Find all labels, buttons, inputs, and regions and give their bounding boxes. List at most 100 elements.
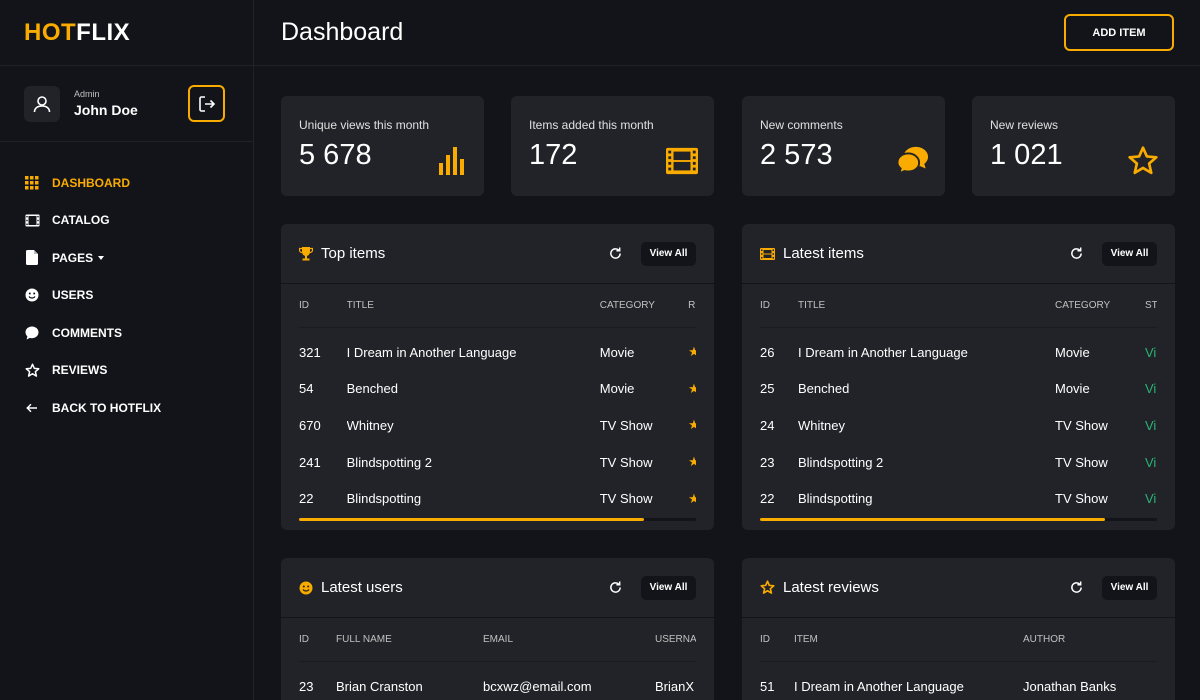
- refresh-icon[interactable]: [1066, 578, 1086, 598]
- film-icon: [24, 212, 40, 228]
- user-card: Admin John Doe: [0, 66, 253, 142]
- stat-card-reviews: New reviews 1 021: [972, 96, 1175, 196]
- panel-latest-items: Latest items View All ID TITLE CATEGORY …: [742, 224, 1175, 530]
- panel-latest-users: Latest users View All ID FULL NAME EMAIL…: [281, 558, 714, 700]
- table-cell: 26: [760, 344, 775, 360]
- trophy-icon: [299, 246, 313, 260]
- star-icon: [760, 580, 775, 594]
- panel-title: Top items: [321, 245, 386, 262]
- latest-users-table: ID FULL NAME EMAIL USERNAI 23 Brian Crans…: [281, 618, 714, 700]
- table-cell: ★: [688, 490, 696, 506]
- table-cell: Movie: [1055, 381, 1090, 397]
- header: Dashboard ADD ITEM: [254, 0, 1200, 66]
- table-cell: 321: [299, 344, 321, 360]
- comments-icon: [897, 146, 929, 176]
- table-cell: Vi: [1145, 381, 1157, 397]
- table-row[interactable]: 321 I Dream in Another Language Movie ★: [299, 334, 696, 371]
- sidebar-item-pages[interactable]: PAGES: [0, 239, 253, 277]
- film-strip-icon: [666, 146, 698, 176]
- table-cell: Brian Cranston: [336, 678, 423, 694]
- table-cell: Movie: [599, 381, 635, 397]
- table-row[interactable]: 51 I Dream in Another Language Jonathan Ba…: [760, 668, 1157, 700]
- panel-title: Latest reviews: [783, 579, 879, 596]
- logo[interactable]: HOT FLIX: [0, 0, 253, 66]
- table-cell: 54: [299, 381, 314, 397]
- stat-card-comments: New comments 2 573: [742, 96, 945, 196]
- panel-title: Latest users: [321, 579, 403, 596]
- sidebar-item-dashboard[interactable]: DASHBOARD: [0, 164, 253, 202]
- table-row[interactable]: 241 Blindspotting 2 TV Show ★: [299, 444, 696, 481]
- table-row[interactable]: 23 Brian Cranston bcxwz@email.com BrianX: [299, 668, 696, 700]
- table-cell: Blindspotting 2: [346, 454, 432, 470]
- arrow-left-icon: [24, 400, 40, 416]
- table-header: ID TITLE CATEGORY R: [299, 284, 696, 328]
- table-cell: Vi: [1145, 417, 1157, 433]
- table-cell: 51: [760, 678, 775, 694]
- table-row[interactable]: 22 Blindspotting TV Show Vi: [760, 480, 1157, 517]
- film-icon: [760, 247, 775, 260]
- table-cell: TV Show: [599, 454, 653, 470]
- avatar: [24, 85, 60, 122]
- table-row[interactable]: 25 Benched Movie Vi: [760, 371, 1157, 408]
- table-row[interactable]: 24 Whitney TV Show Vi: [760, 407, 1157, 444]
- table-cell: 241: [299, 454, 321, 470]
- panel-title: Latest items: [783, 245, 864, 262]
- scrollbar-thumb[interactable]: [299, 518, 645, 521]
- sidebar-item-back[interactable]: BACK TO HOTFLIX: [0, 389, 253, 427]
- sidebar-nav: DASHBOARD CATALOG PAGES USERS COMMENTS: [0, 142, 253, 427]
- table-cell: Vi: [1145, 491, 1157, 507]
- sidebar-item-comments[interactable]: COMMENTS: [0, 314, 253, 352]
- table-cell: TV Show: [1055, 454, 1108, 470]
- refresh-icon[interactable]: [1066, 244, 1086, 264]
- table-row[interactable]: 22 Blindspotting TV Show ★: [299, 480, 696, 517]
- refresh-icon[interactable]: [605, 244, 625, 264]
- table-cell: TV Show: [599, 491, 653, 507]
- view-all-button[interactable]: View All: [1102, 575, 1157, 600]
- panel-latest-reviews: Latest reviews View All ID ITEM AUTHOR 5…: [742, 558, 1175, 700]
- horizontal-scrollbar[interactable]: [299, 518, 696, 521]
- horizontal-scrollbar[interactable]: [760, 518, 1157, 521]
- bar-chart-icon: [436, 146, 468, 176]
- table-cell: I Dream in Another Language: [794, 678, 964, 694]
- table-cell: 25: [760, 381, 775, 397]
- view-all-button[interactable]: View All: [641, 575, 696, 600]
- table-row[interactable]: 23 Blindspotting 2 TV Show Vi: [760, 444, 1157, 481]
- view-all-button[interactable]: View All: [641, 241, 696, 266]
- table-cell: TV Show: [1055, 417, 1108, 433]
- refresh-icon[interactable]: [605, 578, 625, 598]
- table-row[interactable]: 26 I Dream in Another Language Movie Vi: [760, 334, 1157, 371]
- table-row[interactable]: 54 Benched Movie ★: [299, 371, 696, 408]
- table-cell: 23: [299, 678, 314, 694]
- table-cell: TV Show: [599, 417, 653, 433]
- logout-button[interactable]: [188, 85, 225, 122]
- table-row[interactable]: 670 Whitney TV Show ★: [299, 407, 696, 444]
- table-cell: I Dream in Another Language: [798, 344, 968, 360]
- table-header: ID FULL NAME EMAIL USERNAI: [299, 618, 696, 662]
- sidebar: HOT FLIX Admin John Doe DASHBOARD CATALOG: [0, 0, 254, 700]
- sidebar-item-users[interactable]: USERS: [0, 277, 253, 315]
- table-cell: BrianX: [655, 678, 695, 694]
- user-role: Admin: [74, 89, 100, 99]
- scrollbar-thumb[interactable]: [760, 518, 1106, 521]
- table-cell: TV Show: [1055, 491, 1108, 507]
- user-name: John Doe: [74, 102, 138, 118]
- table-cell: Movie: [599, 344, 635, 360]
- page-title: Dashboard: [281, 18, 404, 46]
- add-item-button[interactable]: ADD ITEM: [1064, 14, 1174, 51]
- table-cell: ★: [688, 380, 696, 396]
- table-header: ID TITLE CATEGORY ST: [760, 284, 1157, 328]
- stat-card-items: Items added this month 172: [511, 96, 714, 196]
- table-cell: Movie: [1055, 344, 1090, 360]
- table-cell: Jonathan Banks: [1023, 678, 1117, 694]
- table-cell: 22: [299, 491, 314, 507]
- table-cell: Vi: [1145, 454, 1157, 470]
- table-cell: ★: [688, 454, 696, 470]
- star-icon: [24, 362, 40, 378]
- sidebar-item-catalog[interactable]: CATALOG: [0, 202, 253, 240]
- chevron-down-icon: [98, 255, 105, 260]
- view-all-button[interactable]: View All: [1102, 241, 1157, 266]
- top-items-table: ID TITLE CATEGORY R 321 I Dream in Anothe…: [281, 284, 714, 517]
- table-cell: Whitney: [798, 417, 845, 433]
- grid-icon: [24, 175, 40, 191]
- sidebar-item-reviews[interactable]: REVIEWS: [0, 352, 253, 390]
